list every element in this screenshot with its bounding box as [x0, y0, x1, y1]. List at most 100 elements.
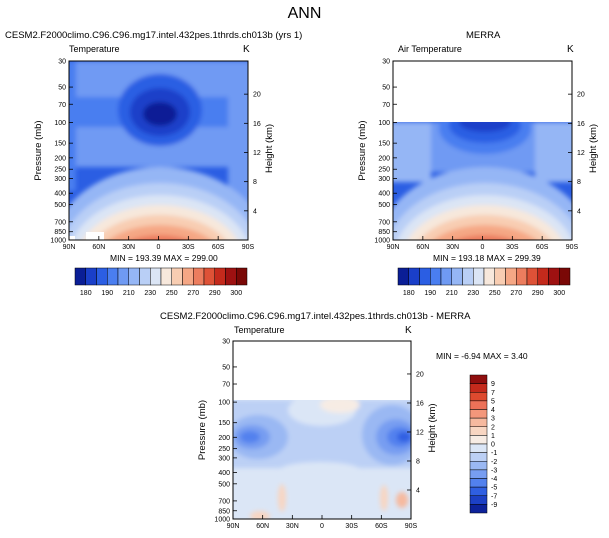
model-lat-tick-label: 60N: [92, 244, 105, 251]
obs-colorbar-label: 180: [403, 290, 415, 297]
obs-pressure-tick-label: 1000: [374, 238, 390, 245]
diff-lat-tick-label: 0: [320, 523, 324, 530]
diff-height-tick-label: 16: [416, 400, 424, 407]
model-colorbar-label: 250: [166, 290, 178, 297]
obs-height-tick-label: 12: [577, 150, 585, 157]
model-colorbar-swatch: [225, 267, 237, 286]
diff-pressure-tick-label: 400: [218, 470, 230, 477]
model-panel-header: CESM2.F2000climo.C96.C96.mg17.intel.432p…: [5, 30, 303, 41]
diff-lat-tick-label: 90N: [227, 523, 240, 530]
diff-colorbar-label: -3: [491, 467, 497, 474]
obs-colorbar-swatch: [559, 267, 571, 286]
diff-pressure-tick-label: 850: [218, 508, 230, 515]
model-lat-tick-label: 30S: [182, 244, 195, 251]
obs-panel-header: MERRA: [466, 30, 501, 41]
obs-unit: K: [567, 44, 574, 55]
obs-colorbar-swatch: [430, 267, 442, 286]
model-colorbar-label: 270: [187, 290, 199, 297]
model-pressure-tick-label: 30: [58, 59, 66, 66]
model-pressure-tick-label: 1000: [50, 238, 66, 245]
diff-pressure-tick-label: 300: [218, 455, 230, 462]
diff-pressure-tick-label: 30: [222, 339, 230, 346]
obs-pressure-tick-label: 250: [378, 167, 390, 174]
model-colorbar-label: 290: [209, 290, 221, 297]
diff-colorbar-swatch: [469, 426, 488, 436]
model-height-tick-label: 16: [253, 121, 261, 128]
obs-colorbar-swatch: [516, 267, 528, 286]
model-colorbar-swatch: [214, 267, 226, 286]
obs-pressure-tick-label: 500: [378, 202, 390, 209]
diff-colorbar-swatch: [469, 478, 488, 488]
model-colorbar-swatch: [203, 267, 215, 286]
diff-colorbar-label: 9: [491, 381, 495, 388]
obs-colorbar-label: 210: [446, 290, 458, 297]
obs-height-tick-label: 20: [577, 92, 585, 99]
model-colorbar-swatch: [150, 267, 162, 286]
model-colorbar-swatch: [96, 267, 108, 286]
model-lat-tick-label: 90S: [242, 244, 255, 251]
diff-variable-name: Temperature: [234, 325, 285, 335]
diff-colorbar-label: 5: [491, 398, 495, 405]
diff-colorbar-label: 4: [491, 407, 495, 414]
diff-colorbar-swatch: [469, 469, 488, 479]
diff-colorbar-label: 2: [491, 424, 495, 431]
model-temperature-field: [69, 61, 248, 240]
obs-colorbar-swatch: [526, 267, 538, 286]
obs-pressure-axis-label: Pressure (mb): [357, 120, 368, 180]
obs-height-axis-label: Height (km): [588, 124, 599, 173]
obs-lat-tick-label: 90N: [387, 244, 400, 251]
obs-height-tick-label: 8: [577, 179, 581, 186]
model-colorbar-label: 210: [123, 290, 135, 297]
diff-pressure-tick-label: 50: [222, 364, 230, 371]
obs-colorbar-label: 250: [489, 290, 501, 297]
diff-colorbar-swatch: [469, 443, 488, 453]
obs-variable-name: Air Temperature: [398, 44, 462, 54]
model-colorbar-swatch: [139, 267, 151, 286]
diff-colorbar-label: 1: [491, 433, 495, 440]
model-height-tick-label: 12: [253, 150, 261, 157]
diff-lat-tick-label: 60N: [256, 523, 269, 530]
obs-colorbar-swatch: [419, 267, 431, 286]
model-min-max: MIN = 193.39 MAX = 299.00: [110, 253, 218, 263]
diff-lat-tick-label: 30S: [345, 523, 358, 530]
obs-colorbar-label: 190: [424, 290, 436, 297]
obs-height-tick-label: 16: [577, 121, 585, 128]
obs-colorbar-label: 230: [467, 290, 479, 297]
diff-height-tick-label: 8: [416, 458, 420, 465]
model-colorbar-swatch: [182, 267, 194, 286]
model-pressure-tick-label: 400: [54, 191, 66, 198]
model-height-tick-label: 4: [253, 208, 257, 215]
model-pressure-tick-label: 70: [58, 102, 66, 109]
obs-temperature-field: [393, 61, 572, 240]
model-colorbar-swatch: [107, 267, 119, 286]
obs-pressure-tick-label: 70: [382, 102, 390, 109]
obs-pressure-tick-label: 300: [378, 176, 390, 183]
diff-lat-tick-label: 30N: [286, 523, 299, 530]
model-pressure-tick-label: 200: [54, 155, 66, 162]
diff-colorbar-label: -9: [491, 502, 497, 509]
obs-colorbar-swatch: [397, 267, 409, 286]
diff-colorbar-swatch: [469, 461, 488, 471]
model-lat-tick-label: 90N: [63, 244, 76, 251]
obs-pressure-tick-label: 850: [378, 229, 390, 236]
diff-pressure-tick-label: 200: [218, 435, 230, 442]
obs-pressure-tick-label: 400: [378, 191, 390, 198]
model-pressure-tick-label: 150: [54, 141, 66, 148]
obs-colorbar-label: 300: [553, 290, 565, 297]
model-colorbar-swatch: [236, 267, 248, 286]
obs-colorbar-swatch: [462, 267, 474, 286]
obs-colorbar-swatch: [548, 267, 560, 286]
model-lat-tick-label: 30N: [122, 244, 135, 251]
diff-pressure-tick-label: 70: [222, 382, 230, 389]
model-pressure-tick-label: 300: [54, 176, 66, 183]
diff-colorbar-label: -5: [491, 485, 497, 492]
model-pressure-tick-label: 100: [54, 120, 66, 127]
obs-colorbar-swatch: [473, 267, 485, 286]
model-unit: K: [243, 44, 250, 55]
obs-lat-tick-label: 60N: [416, 244, 429, 251]
obs-lat-tick-label: 90S: [566, 244, 579, 251]
diff-height-tick-label: 4: [416, 487, 420, 494]
diff-pressure-tick-label: 500: [218, 481, 230, 488]
diff-pressure-tick-label: 100: [218, 400, 230, 407]
